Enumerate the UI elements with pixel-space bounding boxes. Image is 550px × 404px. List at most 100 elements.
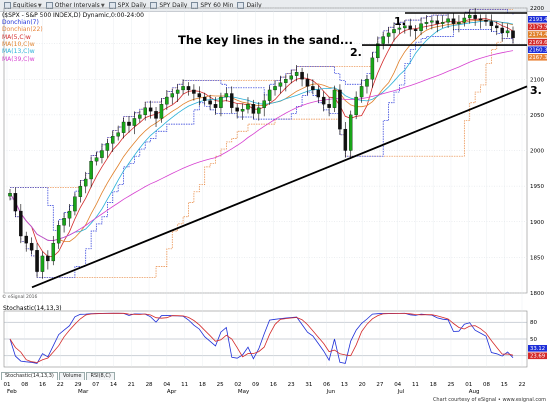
- candle-body: [430, 20, 434, 23]
- price-value-badge-text: 2167.33: [529, 55, 550, 61]
- price-tick-label: 1850: [530, 255, 544, 261]
- moving-average-line: [9, 18, 514, 257]
- candle-body: [408, 25, 412, 30]
- candle-body: [148, 107, 153, 112]
- candle-body: [213, 104, 218, 108]
- date-tick-label: 20: [359, 382, 366, 388]
- candle-body: [424, 22, 429, 24]
- tab-rsi[interactable]: RSI(8,C): [86, 372, 115, 380]
- donchian-22-lower: [10, 38, 514, 278]
- candle-body: [473, 14, 477, 19]
- indicator-legend-item: MA(13,C)w: [2, 48, 35, 56]
- candle-body: [170, 93, 175, 98]
- price-value-badge: [528, 31, 547, 38]
- chart-icon: [191, 2, 199, 9]
- date-tick-label: 09: [252, 382, 259, 388]
- date-tick-label: 21: [128, 382, 135, 388]
- candle-body: [370, 57, 375, 80]
- stoch-value-badge-text: 23.69: [530, 354, 545, 360]
- candle-body: [246, 104, 250, 110]
- candle-body: [192, 89, 196, 94]
- price-tick-label: 1800: [530, 291, 544, 297]
- date-tick-label: 25: [447, 382, 454, 388]
- moving-average-line: [9, 20, 514, 242]
- candle-body: [186, 86, 191, 91]
- candle-body: [343, 128, 348, 151]
- indicator-legend-item: MA(5,C)w: [2, 33, 31, 41]
- stoch-value-badge: [528, 345, 547, 352]
- candle-body: [484, 19, 488, 22]
- stochastic-label: Stochastic(14,13,3): [3, 305, 62, 312]
- candle-body: [94, 157, 99, 162]
- candle-body: [332, 89, 337, 108]
- date-tick-label: 27: [376, 382, 383, 388]
- candle-body: [435, 20, 440, 24]
- toolbar-spy-60min[interactable]: SPY 60 Min: [191, 2, 233, 9]
- toolbar-daily[interactable]: Daily: [237, 2, 262, 9]
- date-tick-label: 23: [288, 382, 295, 388]
- price-value-badge: [528, 38, 547, 46]
- month-label: Mar: [78, 389, 89, 395]
- candle-body: [311, 86, 315, 91]
- toolbar-spx-daily[interactable]: SPX Daily: [108, 2, 146, 9]
- stoch-value-badge-text: 33.12: [530, 346, 545, 352]
- candle-body: [111, 136, 115, 144]
- candle-body: [273, 86, 277, 91]
- candle-body: [127, 121, 131, 126]
- moving-average-line: [9, 19, 514, 242]
- candle-body: [165, 96, 169, 105]
- indicator-tabs: Stochastic(14,13,3) Volume RSI(8,C): [1, 372, 116, 380]
- month-label: Aug: [469, 389, 480, 395]
- candle-body: [365, 79, 369, 87]
- price-value-badge-text: 2160.36: [529, 47, 550, 53]
- candle-body: [40, 255, 45, 272]
- stoch-tick-label: 80: [530, 320, 537, 326]
- candle-body: [251, 104, 256, 114]
- candle-body: [376, 43, 380, 59]
- dropdown-arrow-icon: ▼: [37, 2, 42, 9]
- candle-body: [305, 79, 310, 87]
- donchian-7-lower: [10, 29, 514, 278]
- chart-icon: [237, 2, 245, 9]
- tab-volume[interactable]: Volume: [58, 372, 86, 380]
- footer-credit: Chart courtesy of eSignal • www.esignal.…: [432, 397, 546, 403]
- candle-body: [300, 71, 304, 80]
- candle-body: [202, 96, 207, 101]
- candle-body: [500, 27, 504, 34]
- candle-body: [208, 100, 212, 105]
- candle-body: [386, 32, 391, 37]
- date-tick-label: 11: [181, 382, 188, 388]
- price-value-badge: [528, 16, 547, 23]
- candle-body: [175, 89, 180, 94]
- price-tick-label: 1950: [530, 184, 544, 190]
- candle-body: [354, 96, 358, 116]
- candle-body: [489, 21, 494, 26]
- date-tick-label: 22: [57, 382, 64, 388]
- date-tick-label: 18: [430, 382, 437, 388]
- indicator-legend-item: MA(10,C)w: [2, 40, 35, 48]
- candle-body: [67, 210, 72, 219]
- candle-body: [413, 29, 418, 31]
- stochastic-d-line: [9, 312, 514, 363]
- candle-body: [440, 22, 445, 24]
- toolbar-equities[interactable]: Equities ▼: [4, 2, 42, 9]
- candle-body: [495, 25, 499, 29]
- candle-body: [235, 107, 239, 112]
- indicator-legend-item: Donchian(22): [2, 26, 43, 34]
- candle-body: [316, 89, 321, 98]
- candle-body: [51, 242, 56, 262]
- tab-stochastic[interactable]: Stochastic(14,13,3): [1, 372, 58, 380]
- date-tick-label: 13: [341, 382, 348, 388]
- candle-body: [257, 107, 261, 114]
- date-tick-label: 31: [305, 382, 312, 388]
- toolbar-other-intervals[interactable]: Other Intervals ▼: [45, 2, 105, 9]
- candle-body: [381, 36, 385, 44]
- candle-body: [46, 255, 50, 262]
- toolbar-spy-daily[interactable]: SPY Daily: [150, 2, 187, 9]
- date-tick-label: 01: [4, 382, 11, 388]
- date-tick-label: 22: [519, 382, 526, 388]
- candle-body: [359, 86, 364, 98]
- candle-body: [100, 150, 104, 158]
- annotation-label-1: 1.: [394, 15, 406, 28]
